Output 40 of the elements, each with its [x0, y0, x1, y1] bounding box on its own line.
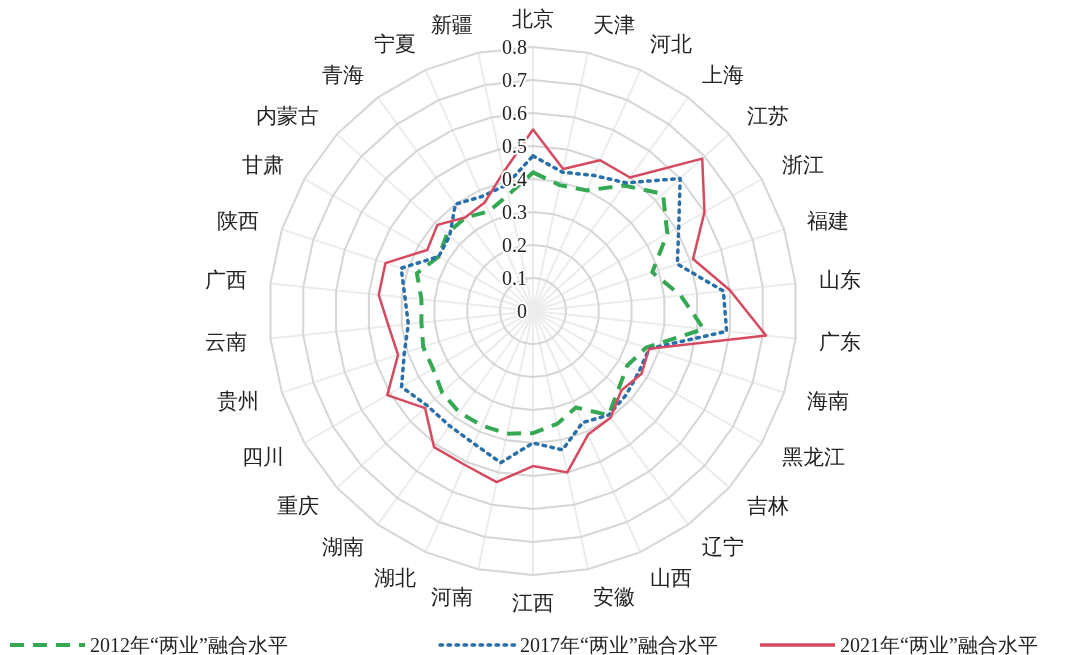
spoke-label: 四川 [241, 445, 284, 469]
spoke-label: 宁夏 [373, 32, 416, 57]
legend-label: 2012年“两业”融合水平 [90, 634, 288, 655]
y-tick-label: 0.3 [502, 201, 527, 223]
spoke-label: 甘肃 [241, 153, 284, 177]
spoke-label: 内蒙古 [255, 103, 319, 128]
spoke-label: 黑龙江 [782, 445, 846, 469]
spoke-label: 青海 [321, 62, 364, 87]
spoke-label: 安徽 [592, 584, 635, 609]
spoke-label: 贵州 [217, 389, 260, 414]
y-tick-label: 0.6 [502, 102, 527, 124]
spoke-label: 广西 [204, 268, 247, 293]
spoke-label: 河南 [431, 584, 474, 609]
y-tick-label: 0 [517, 300, 527, 322]
spoke-label: 浙江 [782, 153, 825, 177]
legend-label: 2021年“两业”融合水平 [840, 634, 1038, 655]
y-tick-label: 0.1 [502, 267, 527, 289]
spoke-label: 湖北 [373, 565, 416, 590]
spoke-label: 重庆 [276, 494, 319, 519]
spoke-label: 广东 [819, 329, 862, 354]
spoke-label: 山东 [819, 268, 862, 293]
spoke-label: 陕西 [217, 208, 260, 233]
spoke-label: 天津 [592, 13, 635, 38]
legend-label: 2017年“两业”融合水平 [520, 634, 718, 655]
spoke-label: 北京 [512, 7, 554, 31]
y-tick-label: 0.8 [502, 36, 527, 58]
spoke-label: 江苏 [747, 103, 790, 128]
spoke-label: 海南 [806, 389, 849, 414]
spoke-label: 云南 [204, 329, 247, 354]
spoke-label: 江西 [512, 591, 554, 615]
spoke-label: 山西 [650, 565, 693, 590]
spoke-label: 辽宁 [702, 535, 745, 560]
spoke-label: 福建 [806, 208, 849, 233]
spoke-label: 新疆 [431, 13, 474, 38]
y-tick-label: 0.2 [502, 234, 527, 256]
y-tick-label: 0.7 [502, 69, 527, 91]
spoke-label: 吉林 [747, 494, 790, 519]
spoke-label: 上海 [702, 62, 745, 87]
spoke-label: 湖南 [321, 535, 364, 560]
spoke-label: 河北 [650, 32, 693, 57]
